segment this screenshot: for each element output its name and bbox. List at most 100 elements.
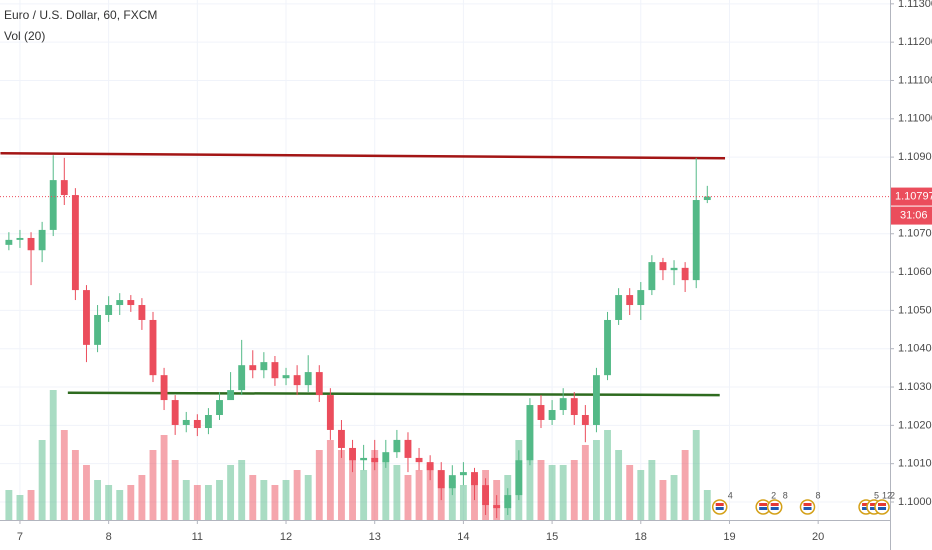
event-flag	[862, 507, 871, 510]
candle-body	[537, 405, 545, 420]
volume-bar	[371, 450, 379, 520]
event-flag	[759, 503, 768, 506]
event-flag	[715, 503, 724, 506]
candle-body	[16, 237, 24, 240]
candle-body	[360, 457, 368, 461]
volume-bar	[349, 460, 356, 520]
candle-body	[171, 400, 179, 425]
x-tick-label: 11	[192, 531, 203, 543]
candle-body	[382, 452, 390, 463]
volume-bar	[193, 485, 201, 520]
candle-body	[548, 410, 556, 420]
volume-bar	[637, 470, 645, 520]
event-flag	[870, 503, 879, 506]
candle-body	[138, 305, 146, 320]
event-flag	[715, 507, 724, 510]
candle-body	[581, 415, 589, 425]
event-flag	[770, 503, 779, 506]
event-count: 2	[771, 490, 776, 500]
volume-bar	[149, 450, 157, 520]
candle-body	[193, 419, 201, 429]
event-flag	[878, 507, 887, 510]
candle-body	[227, 390, 235, 401]
indicator-label: Vol (20)	[4, 29, 45, 43]
candle-body	[559, 398, 567, 411]
x-tick-label: 19	[723, 531, 735, 543]
candle-body	[238, 365, 246, 391]
volume-bar	[60, 430, 68, 520]
candle-body	[504, 495, 512, 509]
candle-body	[615, 295, 623, 320]
volume-bar	[626, 465, 634, 520]
candle-body	[570, 398, 578, 416]
candle-body	[260, 362, 268, 371]
candle-body	[703, 196, 711, 201]
y-tick-label: 1.10500	[898, 304, 932, 316]
candle-body	[326, 395, 334, 430]
volume-bar	[94, 480, 101, 520]
volume-bar	[338, 450, 345, 520]
volume-bar	[27, 490, 35, 520]
candle-body	[149, 319, 157, 376]
candle-body	[459, 472, 467, 476]
volume-bar	[692, 430, 700, 520]
volume-bar	[127, 485, 135, 520]
candle-body	[404, 439, 412, 458]
volume-bar	[238, 460, 246, 520]
candle-body	[426, 462, 434, 471]
volume-bar	[105, 485, 113, 520]
volume-bar	[415, 470, 423, 520]
volume-bar	[227, 465, 235, 520]
candle-body	[692, 200, 700, 281]
volume-bar	[593, 440, 600, 520]
volume-bar	[615, 450, 623, 520]
candle-body	[105, 305, 113, 315]
x-tick-label: 14	[457, 531, 469, 543]
volume-bar	[659, 480, 667, 520]
volume-bar	[160, 435, 168, 520]
candle-body	[604, 319, 611, 376]
event-count: 8	[783, 490, 788, 500]
candle-body	[94, 314, 101, 345]
event-flag	[770, 507, 779, 510]
volume-bar	[393, 465, 401, 520]
volume-bar	[71, 450, 79, 520]
candle-body	[304, 372, 312, 386]
event-flag	[870, 507, 879, 510]
y-tick-label: 1.11000	[898, 113, 932, 125]
volume-bar	[559, 465, 567, 520]
volume-bar	[326, 440, 334, 520]
x-tick-label: 20	[812, 531, 824, 543]
volume-bar	[537, 460, 545, 520]
volume-bar	[38, 440, 46, 520]
countdown-label: 31:06	[900, 209, 928, 221]
candle-body	[515, 460, 523, 496]
volume-bar	[116, 490, 124, 520]
candle-body	[216, 400, 223, 416]
volume-bar	[138, 475, 146, 520]
volume-bar	[570, 460, 578, 520]
event-count: 5	[874, 490, 879, 500]
volume-bar	[249, 475, 257, 520]
chart-title: Euro / U.S. Dollar, 60, FXCM	[4, 8, 157, 22]
volume-bar	[360, 470, 368, 520]
event-count: 12	[882, 490, 892, 500]
drawing-layer	[0, 152, 726, 397]
volume-bar	[382, 460, 390, 520]
candle-body	[27, 237, 35, 251]
candle-body	[526, 405, 534, 461]
x-tick-label: 13	[369, 531, 381, 543]
y-tick-label: 1.10100	[898, 458, 932, 470]
y-tick-label: 1.10300	[898, 381, 932, 393]
candle-body	[83, 290, 90, 345]
event-count: 8	[816, 490, 821, 500]
volume-bar	[16, 495, 24, 520]
event-flag	[759, 507, 768, 510]
candle-body	[471, 472, 478, 486]
candle-body	[60, 180, 68, 196]
event-count: 4	[728, 490, 733, 500]
